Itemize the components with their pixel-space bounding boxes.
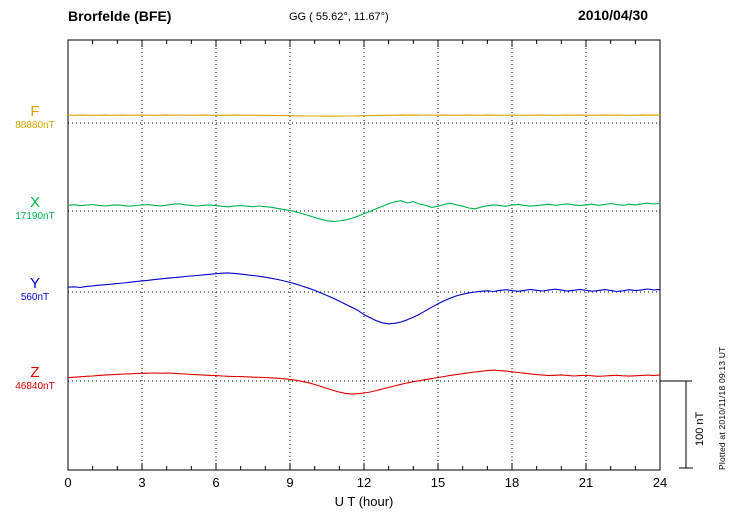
station-title: Brorfelde (BFE) <box>68 8 172 24</box>
series-label-group-x: X 17190nT <box>6 194 64 223</box>
series-z-name: Z <box>30 364 40 381</box>
x-tick-label: 0 <box>64 475 71 490</box>
x-tick-label: 21 <box>579 475 593 490</box>
x-tick-label: 15 <box>431 475 445 490</box>
scale-bar-label: 100 nT <box>694 411 706 446</box>
series-z-base-value: 46840nT <box>15 381 55 392</box>
geographic-coords-label: GG ( 55.62°, 11.67°) <box>289 11 389 23</box>
series-label-group-z: Z 46840nT <box>6 364 64 393</box>
series-f-base-value: 88880nT <box>15 120 55 131</box>
x-tick-label: 9 <box>286 475 293 490</box>
series-f-name: F <box>30 103 40 120</box>
plotted-timestamp-note: Plotted at 2010/11/18 09:13 UT <box>717 346 727 470</box>
series-x-name: X <box>29 194 40 211</box>
x-tick-label: 6 <box>212 475 219 490</box>
series-label-group-y: Y 560nT <box>6 275 64 304</box>
trace-F <box>67 114 661 117</box>
trace-X <box>67 200 661 222</box>
series-y-name: Y <box>29 275 40 292</box>
trace-Z <box>67 369 661 395</box>
trace-Y <box>67 272 661 325</box>
series-x-base-value: 17190nT <box>15 211 55 222</box>
series-y-base-value: 560nT <box>20 292 50 303</box>
series-label-group-f: F 88880nT <box>6 103 64 132</box>
x-tick-label: 12 <box>357 475 371 490</box>
x-tick-label: 24 <box>653 475 667 490</box>
x-tick-label: 3 <box>138 475 145 490</box>
date-label: 2010/04/30 <box>578 7 649 23</box>
x-tick-label: 18 <box>505 475 519 490</box>
x-axis-label: U T (hour) <box>334 494 394 509</box>
